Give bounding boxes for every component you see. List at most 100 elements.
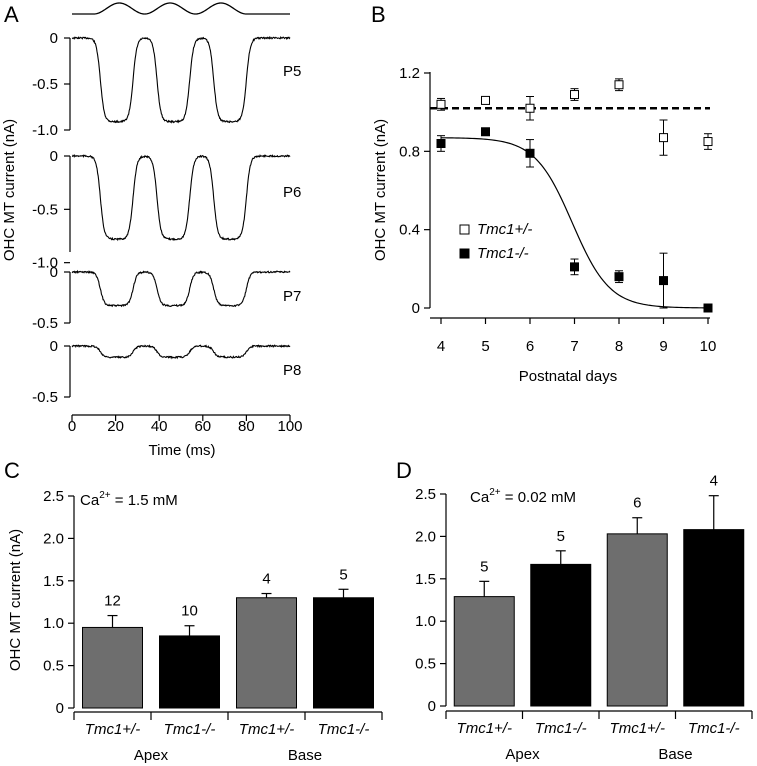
data-point-ko: [481, 127, 490, 137]
panel-d-bar-chart: Ca2+ = 0.02 mM 0 0.5 1.0 1.5 2.0 2.5 5 Tmc1+/- 5…: [415, 473, 753, 763]
x-tick-label: 80: [238, 418, 255, 435]
bar-n-label: 5: [480, 558, 488, 575]
bar-1: [82, 626, 143, 709]
trace-label-p6: P6: [283, 184, 301, 201]
category-label: Tmc1+/-: [239, 721, 294, 738]
x-tick-label: 20: [107, 418, 124, 435]
stimulus-waveform: [72, 2, 290, 15]
group-label-apex: Apex: [134, 747, 169, 764]
trace-label-p8: P8: [283, 362, 301, 379]
x-tick-label: 5: [481, 338, 489, 355]
panel-a-y-axis-label: OHC MT current (nA): [1, 119, 18, 261]
bar-n-label: 10: [181, 603, 198, 620]
bar-n-label: 5: [557, 528, 565, 545]
trace-y-tick-label: -0.5: [32, 315, 58, 332]
data-point-ko: [570, 262, 579, 272]
x-tick-label: 9: [659, 338, 667, 355]
panel-letter-c: C: [4, 458, 20, 483]
panel-letter-d: D: [396, 458, 412, 483]
bar-3: [236, 597, 297, 709]
category-label: Tmc1-/-: [318, 721, 370, 738]
category-label: Tmc1-/-: [688, 720, 740, 737]
data-point-het: [525, 103, 535, 113]
y-tick-label: 0.5: [415, 656, 436, 673]
trace-y-tick-label: 0: [50, 264, 58, 281]
bar-n-label: 4: [262, 571, 270, 588]
y-tick-label: 0: [428, 698, 436, 715]
y-tick-label: 2.5: [415, 486, 436, 503]
data-point-het: [703, 137, 713, 147]
panel-c-bar-chart: Ca2+ = 1.5 mM OHC MT current (nA) 0 0.5 1.…: [7, 488, 383, 764]
trace-y-tick-label: -1.0: [32, 255, 58, 272]
bar-n-label: 4: [710, 473, 718, 490]
legend-filled-square-icon: [459, 248, 470, 259]
y-tick-label: 0: [412, 300, 420, 317]
bar-4: [313, 597, 374, 709]
y-tick-label: 1.0: [43, 615, 64, 632]
current-trace: [71, 35, 291, 124]
y-tick-label: 0: [56, 700, 64, 717]
data-point-het: [614, 80, 624, 90]
y-tick-label: 2.0: [415, 528, 436, 545]
x-tick-label: 0: [68, 418, 76, 435]
x-tick-label: 60: [194, 418, 211, 435]
y-tick-label: 1.5: [415, 571, 436, 588]
data-point-het: [659, 133, 668, 143]
group-label-base: Base: [658, 746, 692, 763]
y-tick-label: 1.0: [415, 613, 436, 630]
trace-label-p7: P7: [283, 288, 301, 305]
panel-b-x-axis-label: Postnatal days: [519, 368, 617, 385]
legend-label-het: Tmc1+/-: [477, 221, 532, 238]
current-trace: [71, 269, 291, 308]
data-point-ko: [436, 139, 446, 148]
x-tick-label: 100: [277, 418, 302, 435]
y-tick-label: 2.0: [43, 530, 64, 547]
trace-group-p5: 0 -0.5 -1.0 P5: [32, 30, 301, 139]
trace-y-tick-label: 0: [50, 148, 58, 165]
trace-label-p5: P5: [283, 63, 301, 80]
bar-3: [606, 533, 668, 707]
x-tick-label: 6: [526, 338, 534, 355]
panel-letter-a: A: [4, 2, 19, 27]
legend-label-ko: Tmc1-/-: [477, 245, 529, 262]
trace-y-tick-label: 0: [50, 30, 58, 47]
panel-letter-b: B: [371, 2, 386, 27]
x-tick-label: 8: [615, 338, 623, 355]
data-point-ko: [614, 272, 624, 282]
bar-4: [683, 529, 745, 707]
data-point-ko: [703, 303, 713, 313]
panel-b-chart: 0 0.4 0.8 1.2 4 5 6 7 8 9 10 Tmc1+/- Tmc1-/- Postn…: [372, 65, 716, 385]
category-label: Tmc1+/-: [85, 721, 140, 738]
trace-group-p7: 0 -0.5 P7: [32, 264, 301, 332]
panel-a-x-axis-label: Time (ms): [149, 442, 216, 459]
trace-y-tick-label: -0.5: [32, 76, 58, 93]
category-label: Tmc1+/-: [610, 720, 665, 737]
current-trace: [71, 154, 291, 242]
x-tick-label: 4: [437, 338, 445, 355]
bar-1: [453, 596, 515, 707]
panel-d-calcium-annotation: Ca2+ = 0.02 mM: [470, 487, 576, 506]
panel-c-y-axis-label: OHC MT current (nA): [7, 529, 24, 671]
trace-group-p8: 0 -0.5 P8: [32, 338, 301, 406]
panel-a-traces: 0 -0.5 -1.0 P5 0 -0.5 -1.0 P6 0 -0.5 P7 0 -0.5 P8 0 20…: [1, 2, 303, 459]
y-tick-label: 2.5: [43, 488, 64, 505]
x-tick-label: 10: [700, 338, 717, 355]
trace-y-tick-label: 0: [50, 338, 58, 355]
data-point-het: [570, 90, 579, 100]
bar-n-label: 6: [633, 495, 641, 512]
data-point-het: [436, 99, 446, 109]
panel-b-y-axis-label: OHC MT current (nA): [372, 119, 389, 261]
data-point-ko: [525, 148, 535, 158]
bar-n-label: 5: [339, 566, 347, 583]
panel-c-calcium-annotation: Ca2+ = 1.5 mM: [80, 490, 178, 509]
bar-2: [530, 563, 592, 707]
bar-2: [159, 635, 220, 709]
trace-y-tick-label: -0.5: [32, 389, 58, 406]
data-point-het: [481, 95, 490, 105]
legend-open-square-icon: [459, 224, 470, 235]
trace-y-tick-label: -1.0: [32, 122, 58, 139]
bar-n-label: 12: [104, 593, 121, 610]
category-label: Tmc1+/-: [457, 720, 512, 737]
trace-y-tick-label: -0.5: [32, 201, 58, 218]
